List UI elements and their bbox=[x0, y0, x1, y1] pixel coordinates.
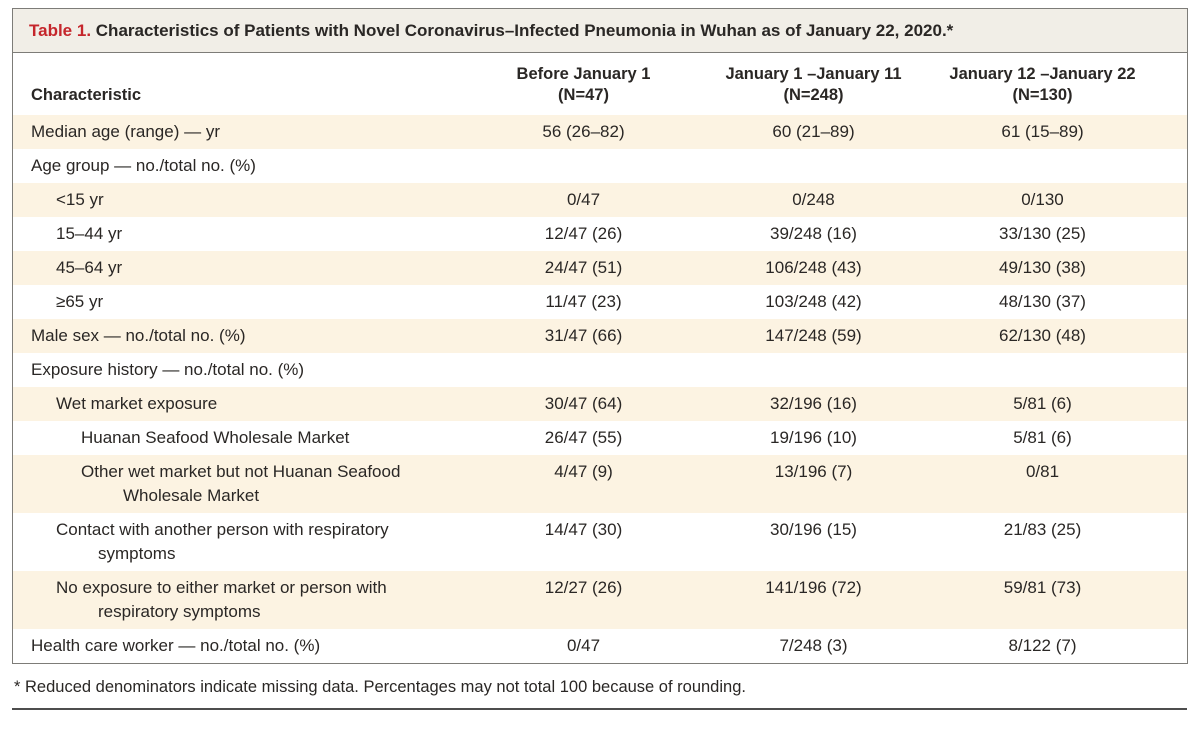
row-value: 141/196 (72) bbox=[765, 578, 862, 597]
table-rows: Median age (range) — yr 56 (26–82) 60 (2… bbox=[13, 115, 1187, 663]
row-value: 32/196 (16) bbox=[770, 394, 857, 413]
row-value: 56 (26–82) bbox=[542, 122, 625, 141]
row-label: Contact with another person with respira… bbox=[56, 520, 389, 563]
row-label: Other wet market but not Huanan Seafood … bbox=[81, 462, 401, 505]
row-value: 49/130 (38) bbox=[999, 258, 1086, 277]
table-row: Contact with another person with respira… bbox=[13, 513, 1187, 571]
row-value: 30/196 (15) bbox=[770, 520, 857, 539]
column-header-characteristic: Characteristic bbox=[31, 86, 142, 104]
row-value bbox=[926, 358, 1187, 382]
column-header-before-jan1: Before January 1 (N=47) bbox=[516, 65, 651, 104]
row-value: 26/47 (55) bbox=[544, 428, 623, 447]
row-value: 7/248 (3) bbox=[779, 636, 848, 655]
row-label: Age group — no./total no. (%) bbox=[31, 156, 256, 175]
row-value: 13/196 (7) bbox=[774, 462, 853, 481]
table-row: 15–44 yr 12/47 (26) 39/248 (16) 33/130 (… bbox=[13, 217, 1187, 251]
row-value: 19/196 (10) bbox=[770, 428, 857, 447]
row-value: 33/130 (25) bbox=[999, 224, 1086, 243]
row-value bbox=[466, 358, 701, 382]
row-label: 15–44 yr bbox=[56, 224, 123, 243]
row-label: ≥65 yr bbox=[56, 292, 104, 311]
row-value: 14/47 (30) bbox=[544, 520, 623, 539]
table-row: Median age (range) — yr 56 (26–82) 60 (2… bbox=[13, 115, 1187, 149]
table-row: <15 yr 0/47 0/248 0/130 bbox=[13, 183, 1187, 217]
row-label: <15 yr bbox=[56, 190, 104, 209]
row-value: 106/248 (43) bbox=[765, 258, 862, 277]
row-label: No exposure to either market or person w… bbox=[56, 578, 387, 621]
row-value: 24/47 (51) bbox=[544, 258, 623, 277]
table-row: Wet market exposure 30/47 (64) 32/196 (1… bbox=[13, 387, 1187, 421]
row-value: 61 (15–89) bbox=[1001, 122, 1084, 141]
row-value: 62/130 (48) bbox=[999, 326, 1086, 345]
table-title-label: Table 1. bbox=[29, 21, 92, 40]
row-value: 59/81 (73) bbox=[1003, 578, 1082, 597]
table-header-row: Characteristic Before January 1 (N=47) J… bbox=[13, 53, 1187, 115]
row-label: Health care worker — no./total no. (%) bbox=[31, 636, 321, 655]
table-row: Health care worker — no./total no. (%) 0… bbox=[13, 629, 1187, 663]
row-label: Median age (range) — yr bbox=[31, 122, 220, 141]
row-value: 5/81 (6) bbox=[1013, 428, 1072, 447]
row-value: 60 (21–89) bbox=[772, 122, 855, 141]
row-value: 147/248 (59) bbox=[765, 326, 862, 345]
table-row: No exposure to either market or person w… bbox=[13, 571, 1187, 629]
row-value: 0/47 bbox=[566, 190, 601, 209]
row-value: 0/130 bbox=[1021, 190, 1064, 209]
table-row: Age group — no./total no. (%) bbox=[13, 149, 1187, 183]
table-row: Huanan Seafood Wholesale Market 26/47 (5… bbox=[13, 421, 1187, 455]
row-label: Exposure history — no./total no. (%) bbox=[31, 360, 305, 379]
row-value: 0/248 bbox=[792, 190, 835, 209]
row-value: 48/130 (37) bbox=[999, 292, 1086, 311]
row-value: 103/248 (42) bbox=[765, 292, 862, 311]
table-row: Other wet market but not Huanan Seafood … bbox=[13, 455, 1187, 513]
page: Table 1. Characteristics of Patients wit… bbox=[12, 8, 1188, 710]
row-label: Wet market exposure bbox=[56, 394, 218, 413]
table-title-text: Characteristics of Patients with Novel C… bbox=[95, 21, 954, 40]
table-title: Table 1. Characteristics of Patients wit… bbox=[13, 9, 1187, 53]
table-row: 45–64 yr 24/47 (51) 106/248 (43) 49/130 … bbox=[13, 251, 1187, 285]
row-value bbox=[701, 154, 926, 178]
row-value: 11/47 (23) bbox=[545, 292, 622, 311]
row-value bbox=[466, 154, 701, 178]
column-header-jan12-jan22: January 12 –January 22 (N=130) bbox=[949, 65, 1136, 104]
table-footnote: * Reduced denominators indicate missing … bbox=[14, 678, 746, 696]
row-value: 30/47 (64) bbox=[544, 394, 623, 413]
row-value bbox=[926, 154, 1187, 178]
page-bottom-rule bbox=[12, 708, 1187, 710]
row-value: 21/83 (25) bbox=[1003, 520, 1082, 539]
row-value: 0/47 bbox=[566, 636, 601, 655]
table-card: Table 1. Characteristics of Patients wit… bbox=[12, 8, 1188, 664]
row-value: 0/81 bbox=[1025, 462, 1060, 481]
row-value: 5/81 (6) bbox=[1013, 394, 1072, 413]
row-value: 12/47 (26) bbox=[544, 224, 623, 243]
table-row: Exposure history — no./total no. (%) bbox=[13, 353, 1187, 387]
row-value: 12/27 (26) bbox=[544, 578, 623, 597]
row-label: Male sex — no./total no. (%) bbox=[31, 326, 246, 345]
row-label: Huanan Seafood Wholesale Market bbox=[81, 428, 350, 447]
table-row: Male sex — no./total no. (%) 31/47 (66) … bbox=[13, 319, 1187, 353]
row-value: 8/122 (7) bbox=[1008, 636, 1077, 655]
row-value: 39/248 (16) bbox=[770, 224, 857, 243]
row-value: 31/47 (66) bbox=[544, 326, 623, 345]
column-header-jan1-jan11: January 1 –January 11 (N=248) bbox=[725, 65, 902, 104]
row-label: 45–64 yr bbox=[56, 258, 123, 277]
row-value: 4/47 (9) bbox=[554, 462, 613, 481]
row-value bbox=[701, 358, 926, 382]
table-row: ≥65 yr 11/47 (23) 103/248 (42) 48/130 (3… bbox=[13, 285, 1187, 319]
